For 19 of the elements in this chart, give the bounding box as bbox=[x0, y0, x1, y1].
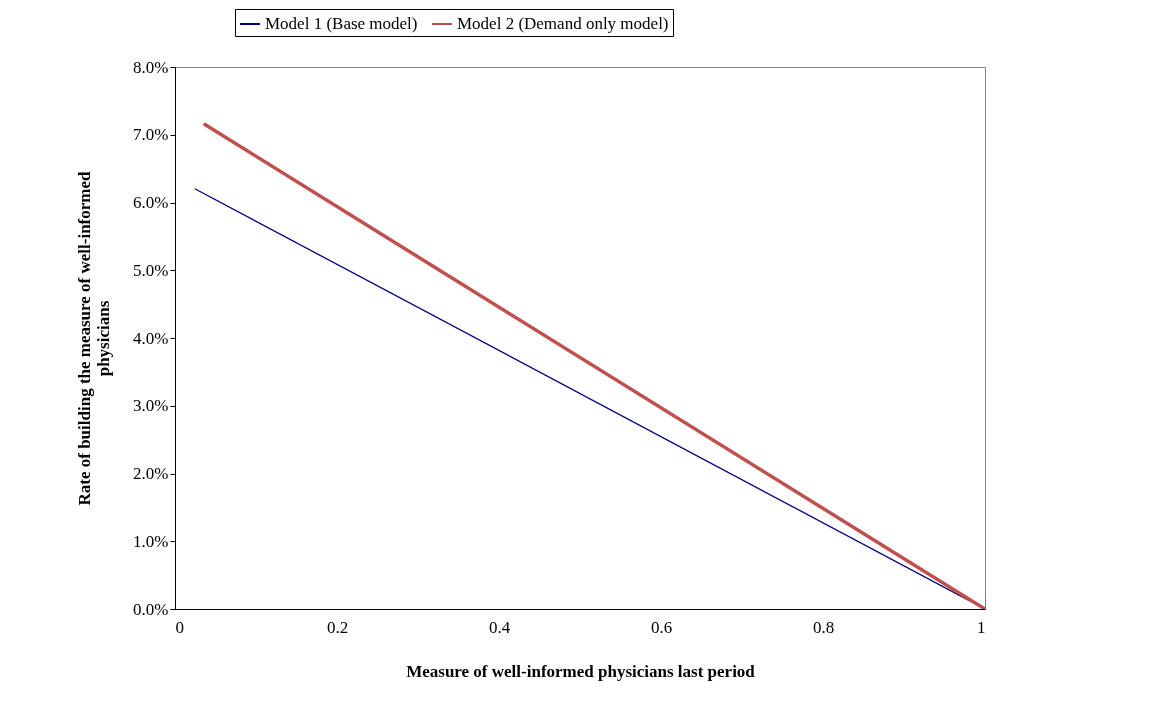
y-tick-label: 3.0% bbox=[133, 396, 169, 416]
x-tick-label: 1 bbox=[977, 617, 986, 637]
x-tick-label: 0.8 bbox=[812, 617, 835, 637]
y-tick-label: 6.0% bbox=[133, 193, 169, 212]
x-axis-title: Measure of well-informed physicians last period bbox=[406, 661, 756, 681]
y-tick-label: 4.0% bbox=[133, 328, 169, 348]
x-tick-label: 0.2 bbox=[326, 617, 349, 637]
legend-label: Model 1 (Base model) bbox=[265, 14, 418, 33]
legend-label: Model 2 (Demand only model) bbox=[457, 14, 669, 33]
y-axis-title: Rate of building the measure of well-informed physicians bbox=[75, 170, 114, 506]
x-tick-label: 0 bbox=[175, 617, 184, 637]
x-tick-label: 0.4 bbox=[488, 617, 511, 637]
y-tick-label: 7.0% bbox=[133, 125, 169, 145]
y-tick-label: 2.0% bbox=[133, 464, 169, 483]
y-tick-label: 5.0% bbox=[133, 260, 169, 280]
x-tick-label: 0.6 bbox=[650, 617, 673, 637]
y-tick-label: 1.0% bbox=[133, 531, 169, 551]
y-tick-label: 8.0% bbox=[133, 57, 169, 77]
y-tick-label: 0.0% bbox=[133, 599, 169, 619]
